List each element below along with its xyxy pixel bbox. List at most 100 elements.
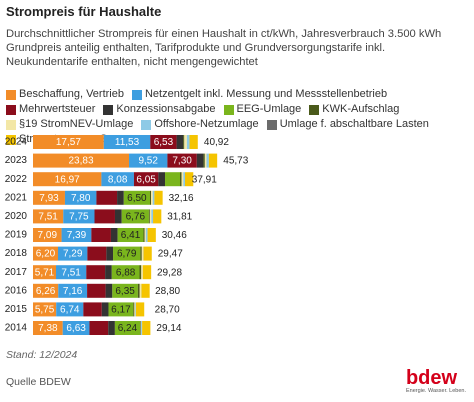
data-label: 7,80 bbox=[71, 193, 91, 204]
bar-segment bbox=[33, 321, 63, 335]
chart: 2024 17,57 11,53 6,53 40,92 2023 23,83 9,52 7,30… bbox=[5, 135, 249, 335]
bar-segment bbox=[135, 302, 145, 317]
bar-segment bbox=[94, 209, 115, 224]
legend-swatch bbox=[103, 104, 114, 115]
total-label: 28,70 bbox=[155, 305, 180, 316]
bar-segment bbox=[176, 135, 184, 149]
bar-segment bbox=[86, 265, 106, 280]
total-label: 28,80 bbox=[155, 286, 180, 297]
legend-item: Beschaffung, Vertrieb bbox=[6, 87, 124, 102]
bar-segment bbox=[151, 209, 154, 224]
bar-segment bbox=[64, 190, 97, 205]
data-label: 6,88 bbox=[116, 267, 136, 278]
bar-segment bbox=[141, 283, 150, 298]
bar-segment bbox=[154, 190, 163, 205]
legend-swatch bbox=[6, 134, 16, 145]
bar-segment bbox=[105, 283, 113, 298]
bar-segment bbox=[63, 209, 95, 224]
bar-segment bbox=[150, 135, 177, 149]
data-label: 7,51 bbox=[38, 212, 58, 223]
data-label: 8,08 bbox=[108, 174, 128, 185]
y-tick-label: 2022 bbox=[5, 174, 28, 185]
legend-label: Konzessionsabgabe bbox=[116, 103, 216, 115]
bar-segment bbox=[87, 246, 107, 261]
chart-subtitle: Durchschnittlicher Strompreis für einen … bbox=[6, 28, 442, 68]
total-label: 30,46 bbox=[162, 230, 187, 241]
bar-segment bbox=[181, 172, 184, 187]
y-tick-label: 2019 bbox=[5, 230, 28, 241]
y-tick-label: 2020 bbox=[5, 211, 28, 222]
bar-segment bbox=[204, 153, 207, 168]
bar-segment bbox=[148, 209, 150, 224]
bar-segment bbox=[196, 153, 204, 168]
bar-segment bbox=[141, 246, 144, 261]
bar-segment bbox=[33, 190, 65, 205]
total-label: 29,47 bbox=[158, 249, 183, 260]
bar-segment bbox=[108, 321, 115, 335]
bar-segment bbox=[89, 321, 109, 335]
bar-segment bbox=[152, 190, 155, 205]
bar-segment bbox=[111, 265, 140, 280]
bar-segment bbox=[135, 302, 136, 317]
data-label: 7,39 bbox=[67, 230, 87, 241]
legend-item: §19 StromNEV-Umlage bbox=[6, 117, 133, 132]
data-label: 6,17 bbox=[111, 305, 131, 316]
data-label: 6,74 bbox=[60, 305, 80, 316]
legend-label: §19 StromNEV-Umlage bbox=[19, 118, 134, 130]
legend-swatch bbox=[6, 119, 16, 130]
total-label: 29,28 bbox=[157, 267, 182, 278]
bar-segment bbox=[150, 190, 153, 205]
bar-segment bbox=[147, 228, 156, 242]
y-tick-label: 2014 bbox=[5, 323, 28, 334]
data-label: 17,57 bbox=[56, 137, 81, 148]
bar-segment bbox=[167, 153, 197, 168]
data-label: 5,71 bbox=[35, 267, 55, 278]
bar-segment bbox=[142, 265, 152, 280]
legend-swatch bbox=[309, 104, 320, 115]
data-label: 7,93 bbox=[39, 193, 59, 204]
bar-segment bbox=[185, 172, 194, 187]
bar-segment bbox=[33, 302, 57, 317]
data-label: 7,16 bbox=[63, 286, 83, 297]
data-label: 6,50 bbox=[127, 193, 147, 204]
logo-tagline: Energie. Wasser. Leben. bbox=[405, 388, 466, 394]
bar-segment bbox=[58, 283, 88, 298]
bar-segment bbox=[143, 246, 152, 261]
bar-segment bbox=[189, 135, 198, 149]
bar-segment bbox=[141, 265, 143, 280]
bar-segment bbox=[141, 321, 143, 335]
bar-segment bbox=[206, 153, 209, 168]
total-label: 31,81 bbox=[167, 212, 192, 223]
bar-segment bbox=[186, 135, 190, 149]
legend-label: Umlage f. abschaltbare Lasten bbox=[279, 118, 429, 130]
logo: bdew Energie. Wasser. Leben. bbox=[406, 368, 466, 394]
bar-segment bbox=[133, 172, 159, 187]
bar-segment bbox=[105, 265, 112, 280]
data-label: 7,30 bbox=[172, 156, 192, 167]
legend-label: KWK-Aufschlag bbox=[322, 103, 400, 115]
data-label: 6,24 bbox=[118, 323, 138, 334]
bar-segment bbox=[133, 302, 135, 317]
data-label: 6,35 bbox=[115, 286, 135, 297]
y-tick-label: 2021 bbox=[5, 192, 28, 203]
data-label: 7,75 bbox=[69, 212, 89, 223]
bar-segment bbox=[33, 209, 64, 224]
bar-segment bbox=[112, 283, 138, 298]
bar-segment bbox=[106, 246, 114, 261]
legend-item: Offshore-Netzumlage bbox=[141, 117, 259, 132]
bar-segment bbox=[56, 265, 87, 280]
data-label: 6,05 bbox=[136, 174, 156, 185]
y-tick-label: 2017 bbox=[5, 267, 28, 278]
legend-item: EEG-Umlage bbox=[223, 102, 301, 117]
legend-item: Konzessionsabgabe bbox=[103, 102, 216, 117]
bar-segment bbox=[56, 302, 84, 317]
bar-segment bbox=[103, 135, 151, 149]
data-label: 6,41 bbox=[121, 230, 141, 241]
bar-segment bbox=[33, 265, 57, 280]
legend-item: Netzentgelt inkl. Messung und Messstelle… bbox=[131, 87, 387, 102]
legend-item: Umlage f. abschaltbare Lasten bbox=[266, 117, 429, 132]
y-tick-label: 2018 bbox=[5, 248, 28, 259]
bar-segment bbox=[183, 172, 186, 187]
bar-segment bbox=[203, 153, 205, 168]
